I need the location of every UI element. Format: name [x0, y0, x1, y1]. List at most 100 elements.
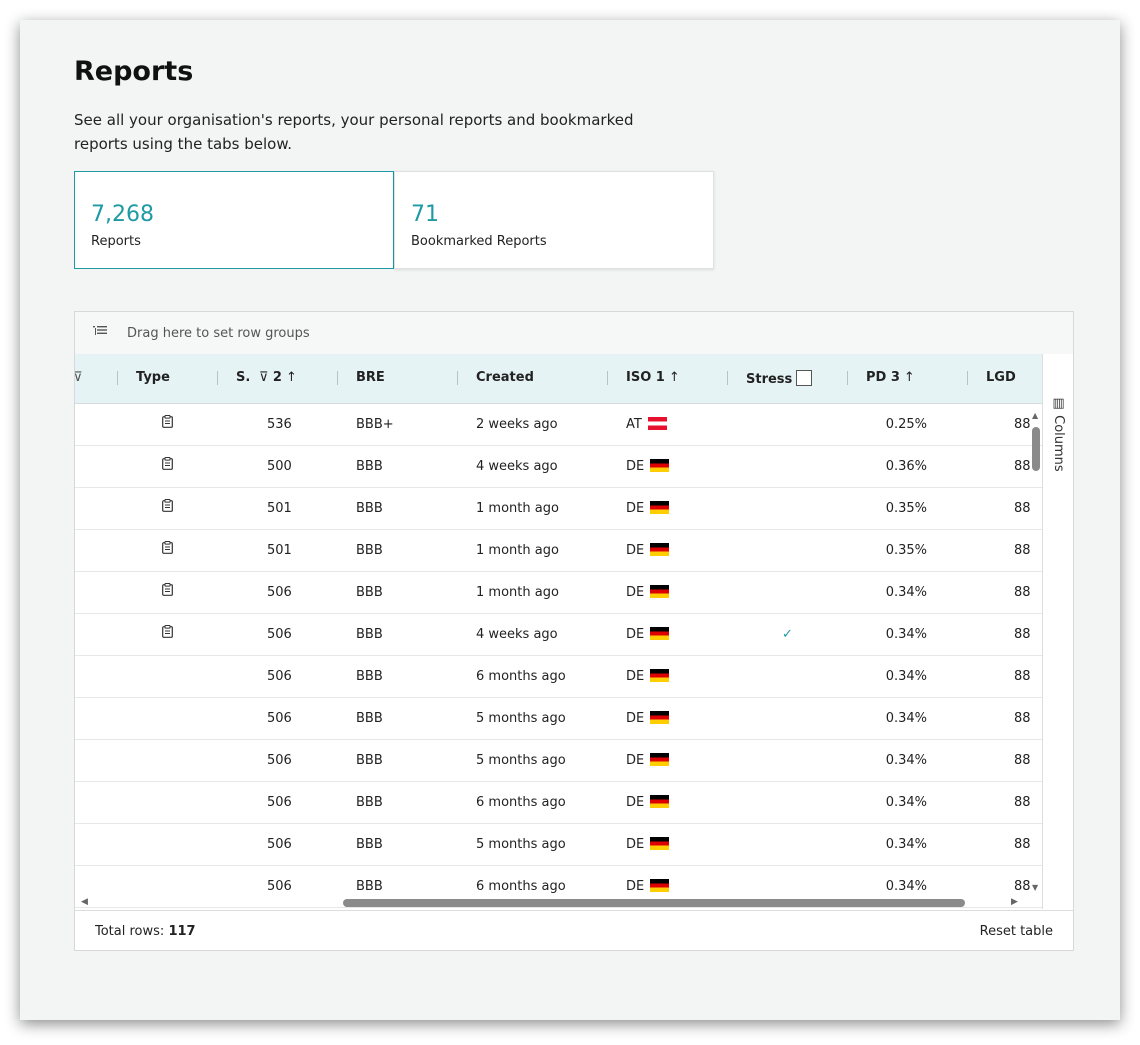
header-s[interactable]: S. ⊽ 2 ↑ [236, 370, 297, 385]
header-stress[interactable]: Stress [746, 370, 813, 387]
cell-pd: 0.34% [885, 753, 927, 768]
germany-flag-icon [650, 459, 670, 472]
vertical-scrollbar[interactable]: ▲ ▼ [1030, 409, 1042, 909]
horizontal-scroll-thumb[interactable] [343, 899, 965, 907]
report-type-icon [162, 415, 173, 432]
header-lgd[interactable]: LGD [986, 370, 1016, 385]
cell-bre: BBB [356, 627, 383, 642]
cell-s: 506 [267, 879, 292, 894]
column-separator[interactable] [117, 371, 118, 385]
scroll-right-icon[interactable]: ▶ [1011, 897, 1018, 907]
filter-icon[interactable]: ⊽ [258, 370, 269, 385]
table-row[interactable]: 536 BBB+ 2 weeks ago AT 0.25% 88 [75, 403, 1042, 446]
cell-iso: DE [626, 753, 645, 768]
report-type-icon [162, 457, 173, 474]
tab-reports[interactable]: 7,268 Reports [74, 171, 394, 269]
column-separator[interactable] [457, 371, 458, 385]
cell-bre: BBB [356, 837, 383, 852]
scroll-left-icon[interactable]: ◀ [81, 897, 88, 907]
reset-table-button[interactable]: Reset table [979, 924, 1053, 939]
total-rows-value: 117 [168, 924, 196, 939]
cell-pd: 0.36% [885, 459, 927, 474]
cell-pd: 0.34% [885, 879, 927, 894]
row-group-icon [93, 325, 107, 340]
germany-flag-icon [650, 753, 670, 766]
header-type[interactable]: Type [136, 370, 170, 385]
report-type-icon [162, 541, 173, 558]
cell-s: 506 [267, 585, 292, 600]
cell-lgd: 88 [1014, 501, 1031, 516]
columns-icon: ▥ [1051, 396, 1066, 411]
scroll-up-icon[interactable]: ▲ [1032, 411, 1039, 420]
table-row[interactable]: 506 BBB 4 weeks ago DE ✓ 0.34% 88 [75, 613, 1042, 656]
tab-reports-count: 7,268 [91, 202, 154, 227]
grid-body: 536 BBB+ 2 weeks ago AT 0.25% 88 500 BBB 4 weeks… [75, 403, 1042, 909]
table-row[interactable]: 506 BBB 5 months ago DE 0.34% 88 [75, 823, 1042, 866]
table-row[interactable]: 501 BBB 1 month ago DE 0.35% 88 [75, 529, 1042, 572]
cell-created: 1 month ago [476, 585, 559, 600]
header-created[interactable]: Created [476, 370, 534, 385]
cell-pd: 0.34% [885, 669, 927, 684]
table-row[interactable]: 506 BBB 5 months ago DE 0.34% 88 [75, 739, 1042, 782]
cell-bre: BBB [356, 543, 383, 558]
cell-created: 5 months ago [476, 753, 566, 768]
column-separator[interactable] [217, 371, 218, 385]
cell-s: 500 [267, 459, 292, 474]
horizontal-scrollbar[interactable]: ◀ ▶ [75, 896, 1042, 910]
table-row[interactable]: 506 BBB 6 months ago DE 0.34% 88 [75, 655, 1042, 698]
cell-pd: 0.34% [885, 711, 927, 726]
table-row[interactable]: 501 BBB 1 month ago DE 0.35% 88 [75, 487, 1042, 530]
total-rows: Total rows: 117 [95, 924, 196, 939]
cell-pd: 0.34% [885, 837, 927, 852]
table-row[interactable]: 506 BBB 5 months ago DE 0.34% 88 [75, 697, 1042, 740]
cell-lgd: 88 [1014, 417, 1031, 432]
cell-s: 501 [267, 501, 292, 516]
header-pd[interactable]: PD 3 ↑ [866, 370, 915, 385]
germany-flag-icon [650, 543, 670, 556]
vertical-scroll-thumb[interactable] [1032, 427, 1040, 471]
cell-iso: DE [626, 837, 645, 852]
report-type-icon [162, 583, 173, 600]
germany-flag-icon [650, 669, 670, 682]
cell-bre: BBB [356, 753, 383, 768]
scroll-down-icon[interactable]: ▼ [1032, 883, 1039, 892]
cell-created: 6 months ago [476, 669, 566, 684]
cell-created: 5 months ago [476, 711, 566, 726]
columns-toggle[interactable]: ▥ Columns [1051, 396, 1066, 472]
column-separator[interactable] [847, 371, 848, 385]
cell-s: 506 [267, 627, 292, 642]
row-group-drop-zone[interactable]: Drag here to set row groups [75, 312, 1073, 355]
cell-s: 501 [267, 543, 292, 558]
column-separator[interactable] [727, 371, 728, 385]
row-group-text: Drag here to set row groups [127, 326, 310, 341]
header-s-sort-index: 2 [272, 370, 282, 385]
table-row[interactable]: 506 BBB 1 month ago DE 0.34% 88 [75, 571, 1042, 614]
column-separator[interactable] [607, 371, 608, 385]
cell-created: 1 month ago [476, 543, 559, 558]
tab-bookmarked-reports[interactable]: 71 Bookmarked Reports [394, 171, 714, 269]
cell-pd: 0.34% [885, 627, 927, 642]
cell-bre: BBB [356, 459, 383, 474]
cell-iso: AT [626, 417, 642, 432]
cell-s: 506 [267, 669, 292, 684]
cell-s: 536 [267, 417, 292, 432]
stress-header-checkbox[interactable] [796, 370, 813, 386]
cell-s: 506 [267, 711, 292, 726]
table-row[interactable]: 500 BBB 4 weeks ago DE 0.36% 88 [75, 445, 1042, 488]
column-separator[interactable] [337, 371, 338, 385]
germany-flag-icon [650, 879, 670, 892]
header-bre[interactable]: BRE [356, 370, 385, 385]
cell-lgd: 88 [1014, 543, 1031, 558]
table-row[interactable]: 506 BBB 6 months ago DE 0.34% 88 [75, 781, 1042, 824]
table-row[interactable]: 506 BBB 6 months ago DE 0.34% 88 [75, 865, 1042, 908]
header-pd-sort-index: 3 [890, 370, 900, 385]
page-description: See all your organisation's reports, you… [74, 111, 634, 153]
cell-pd: 0.25% [885, 417, 927, 432]
cell-lgd: 88 [1014, 669, 1031, 684]
page-title: Reports [74, 56, 194, 87]
germany-flag-icon [650, 837, 670, 850]
column-separator[interactable] [967, 371, 968, 385]
filter-icon[interactable]: ⊽ [75, 370, 83, 385]
germany-flag-icon [650, 501, 670, 514]
header-iso[interactable]: ISO 1 ↑ [626, 370, 680, 385]
